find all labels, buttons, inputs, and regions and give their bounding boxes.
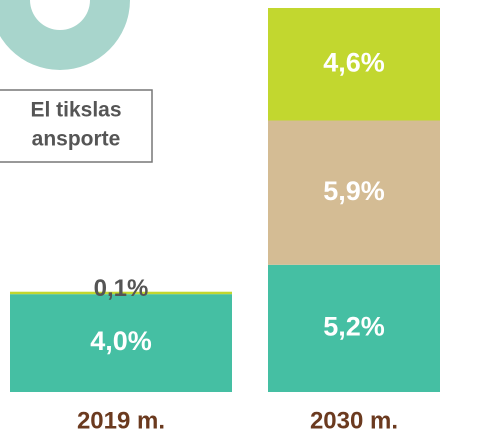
x-tick-label: 2030 m. — [310, 407, 398, 434]
bar-segment — [268, 120, 440, 265]
bar-segment — [268, 264, 440, 392]
data-label: 4,0% — [90, 326, 152, 356]
bar-segment — [10, 291, 232, 295]
annotation: ansporte — [32, 128, 121, 151]
bar-segment — [268, 8, 440, 121]
annotation: El tikslas — [30, 99, 121, 122]
bar-segment — [10, 294, 232, 392]
data-label: 5,2% — [323, 312, 385, 342]
donut-fragment — [0, 0, 130, 70]
x-tick-label: 2019 m. — [77, 407, 165, 434]
data-label: 0,1% — [94, 275, 149, 302]
data-label: 4,6% — [323, 47, 385, 77]
annotation-box — [0, 89, 153, 163]
data-label: 5,9% — [323, 176, 385, 206]
